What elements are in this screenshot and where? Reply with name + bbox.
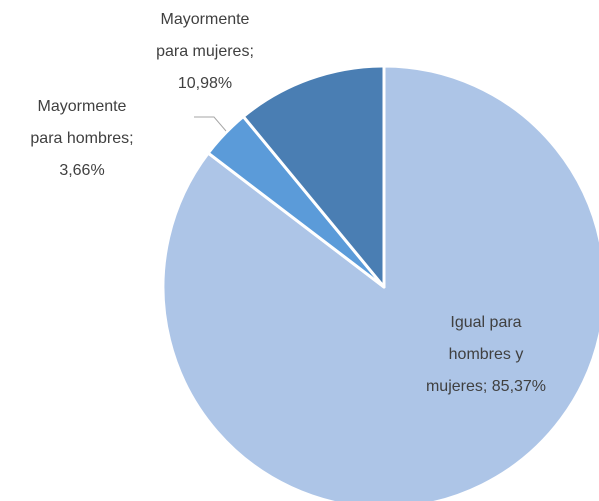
data-label-line: Mayormente xyxy=(38,98,127,115)
data-label-line: mujeres; 85,37% xyxy=(426,378,546,395)
data-label: Igual para hombres y mujeres; 85,37% xyxy=(426,314,546,395)
data-label-line: para mujeres; xyxy=(156,43,254,60)
data-label-line: Mayormente xyxy=(161,11,250,28)
data-label-line: Igual para xyxy=(450,314,521,331)
data-label: Mayormente para mujeres; 10,98% xyxy=(156,11,254,92)
leader-line xyxy=(194,116,227,132)
pie-slice xyxy=(241,64,386,289)
data-label-line: para hombres; xyxy=(30,130,133,147)
data-label: Mayormente para hombres; 3,66% xyxy=(30,98,133,179)
data-label-line: 10,98% xyxy=(178,75,232,92)
data-label-line: hombres y xyxy=(449,346,524,363)
pie-slice xyxy=(161,64,599,501)
data-label-line: 3,66% xyxy=(59,162,104,179)
